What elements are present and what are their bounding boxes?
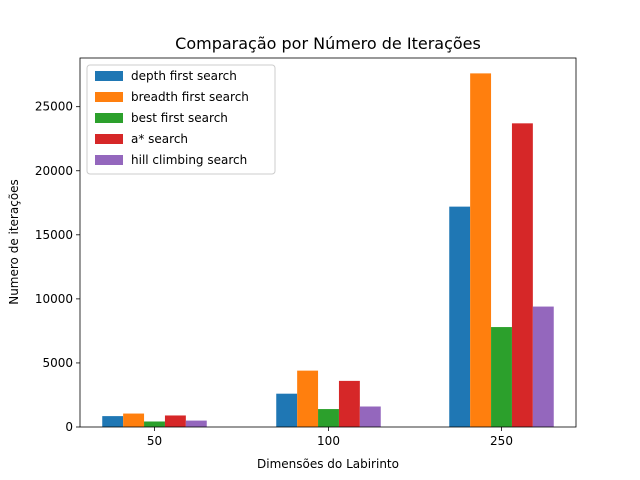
- legend-swatch: [95, 155, 123, 165]
- bar-depth-first-search-50: [102, 416, 124, 427]
- chart-title: Comparação por Número de Iterações: [175, 34, 481, 53]
- legend-label: best first search: [131, 111, 228, 125]
- y-tick-label: 15000: [35, 228, 73, 242]
- plot-area: 50 100 250 0 5000 10000 15000 20000 25000: [35, 57, 577, 448]
- bar-a-search-100: [338, 380, 360, 428]
- x-tick-label: 50: [147, 434, 162, 448]
- x-tick-label: 250: [490, 434, 513, 448]
- legend-swatch: [95, 134, 123, 144]
- legend-swatch: [95, 92, 123, 102]
- x-axis-label: Dimensões do Labirinto: [257, 457, 399, 471]
- legend-label: breadth first search: [131, 90, 249, 104]
- bar-depth-first-search-100: [276, 393, 298, 427]
- legend: depth first search breadth first search be…: [86, 64, 276, 175]
- bar-best-first-search-250: [491, 327, 512, 427]
- y-tick-label: 20000: [35, 164, 73, 178]
- bar-a-search-250: [511, 123, 533, 427]
- y-tick-label: 25000: [35, 100, 73, 114]
- bar-breadth-first-search-250: [470, 73, 492, 428]
- plot-frame: [79, 57, 577, 428]
- bar-breadth-first-search-50: [123, 413, 145, 427]
- legend-swatch: [95, 71, 123, 81]
- bar-depth-first-search-250: [449, 206, 471, 428]
- legend-swatch: [95, 113, 123, 123]
- bar-hill-climbing-search-100: [359, 406, 381, 427]
- y-axis-label: Numero de iterações: [7, 179, 21, 305]
- legend-box: [86, 64, 276, 175]
- y-tick-label: 10000: [35, 292, 73, 306]
- x-tick-label: 100: [317, 434, 340, 448]
- y-tick-label: 0: [65, 420, 73, 434]
- bar-best-first-search-50: [144, 421, 165, 427]
- legend-label: hill climbing search: [131, 153, 247, 167]
- bar-best-first-search-100: [318, 409, 339, 427]
- bar-breadth-first-search-100: [297, 370, 319, 428]
- y-tick-label: 5000: [42, 356, 73, 370]
- bar-a-search-50: [164, 415, 186, 427]
- legend-label: depth first search: [131, 69, 237, 83]
- bar-hill-climbing-search-50: [185, 420, 207, 427]
- bar-hill-climbing-search-250: [532, 306, 554, 427]
- legend-label: a* search: [131, 132, 188, 146]
